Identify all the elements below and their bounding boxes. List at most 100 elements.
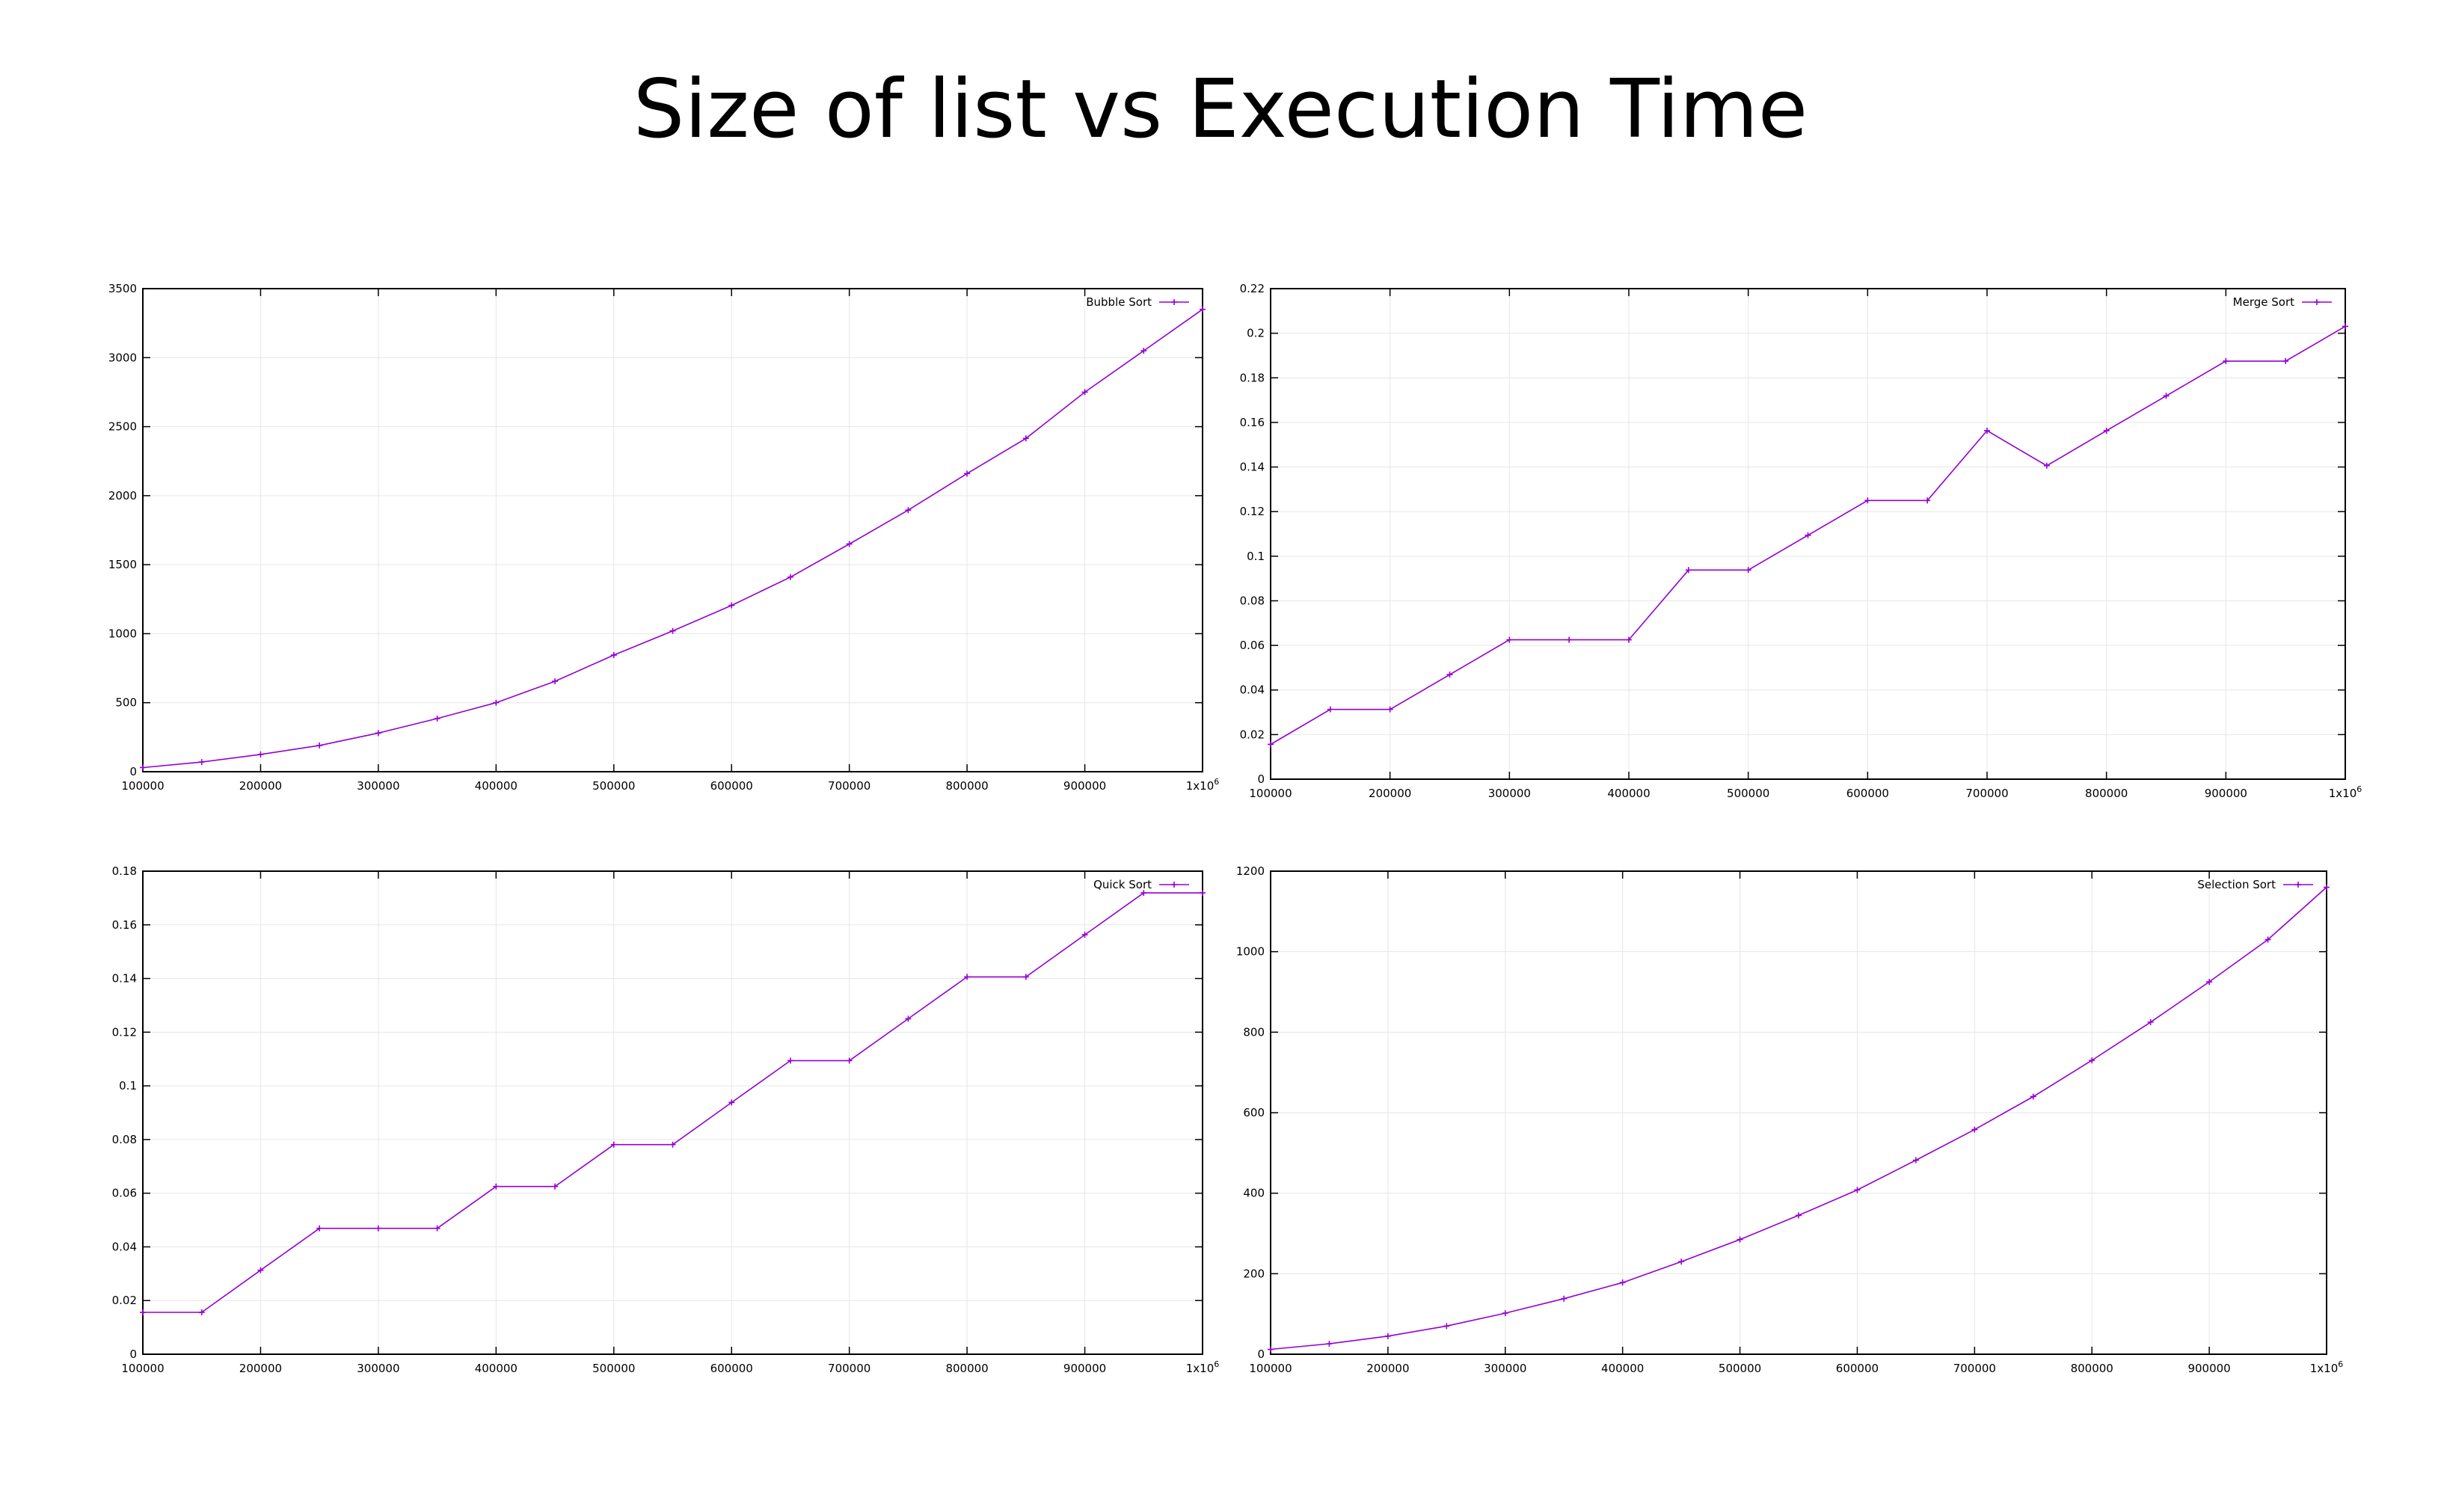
series-line (142, 309, 1203, 769)
series-line (1270, 886, 2327, 1350)
data-point (198, 759, 205, 766)
y-tick-label: 0.16 (1240, 416, 1265, 429)
data-point (905, 1015, 912, 1022)
x-tick-label: 900000 (2187, 1362, 2230, 1375)
x-tick-label: 100000 (1249, 1362, 1292, 1375)
x-tick-label: 200000 (239, 1362, 282, 1375)
x-tick-label: 800000 (945, 779, 988, 793)
x-tick-label: 600000 (1836, 1362, 1879, 1375)
data-point (1678, 1259, 1685, 1265)
data-point (493, 1183, 500, 1190)
data-point (257, 1267, 264, 1273)
figure-title: Size of list vs Execution Time (633, 63, 1808, 156)
chart-panel-1: 100000 200000 300000 400000 500000 600000 7000… (108, 282, 1219, 793)
data-point (728, 602, 735, 609)
y-tick-label: 0.02 (112, 1294, 137, 1307)
data-point (140, 1309, 146, 1316)
data-point (2342, 323, 2348, 330)
data-point (2265, 936, 2271, 943)
x-tick-label: 600000 (710, 1362, 753, 1375)
data-point (493, 699, 500, 706)
data-point (2282, 357, 2289, 364)
data-point (1081, 389, 1088, 396)
y-tick-label: 200 (1243, 1267, 1265, 1280)
data-point (1081, 932, 1088, 938)
chart-panel-4: 100000 200000 300000 400000 500000 600000 7000… (1236, 864, 2343, 1375)
data-point (1443, 1323, 1450, 1330)
chart-panel-3: 100000 200000 300000 400000 500000 600000 7000… (112, 864, 1220, 1375)
y-tick-label: 0.08 (112, 1133, 137, 1146)
y-tick-label: 0.1 (1247, 550, 1265, 563)
data-point (1140, 348, 1147, 354)
data-point (1561, 1295, 1568, 1302)
y-tick-label: 0 (1257, 1347, 1265, 1361)
plot-frame (1270, 870, 2327, 1355)
x-tick-label: 500000 (1719, 1362, 1761, 1375)
data-point (375, 1225, 381, 1232)
legend-marker (2295, 882, 2301, 888)
data-point (1796, 1212, 1802, 1219)
data-point (2030, 1093, 2036, 1100)
data-point (2089, 1057, 2095, 1064)
data-point (552, 678, 559, 685)
data-point (1912, 1157, 1919, 1164)
x-tick-label: 400000 (1601, 1362, 1644, 1375)
data-point (905, 507, 912, 514)
data-point (1384, 1333, 1391, 1339)
plot-frame (142, 288, 1203, 772)
x-tick-label: 900000 (1063, 1362, 1106, 1375)
y-tick-label: 0.18 (112, 864, 137, 878)
legend-marker (2314, 299, 2320, 305)
x-tick-label-last: 1x106 (1186, 777, 1220, 793)
y-tick-label: 0.08 (1240, 594, 1265, 607)
legend-marker (1171, 299, 1177, 305)
y-tick-label: 600 (1243, 1106, 1265, 1119)
y-tick-label: 500 (115, 696, 137, 710)
x-tick-label: 700000 (828, 779, 871, 793)
data-point (1506, 636, 1513, 643)
x-tick-label: 800000 (2071, 1362, 2113, 1375)
x-tick-label-last: 1x106 (2329, 784, 2362, 800)
x-tick-label: 500000 (592, 779, 635, 793)
data-point (787, 1057, 793, 1064)
data-point (1268, 1346, 1274, 1353)
legend-label: Quick Sort (1093, 878, 1152, 891)
y-tick-label: 800 (1243, 1025, 1265, 1039)
data-point (964, 470, 971, 477)
x-tick-label: 300000 (357, 779, 399, 793)
data-point (669, 627, 676, 634)
x-tick-label: 900000 (2205, 787, 2247, 800)
legend-marker (1171, 882, 1177, 888)
data-point (1805, 532, 1811, 538)
legend-label: Bubble Sort (1086, 295, 1152, 309)
x-tick-label: 300000 (1484, 1362, 1526, 1375)
data-point (1685, 567, 1692, 574)
data-point (1446, 672, 1453, 678)
x-tick-label-last: 1x106 (1186, 1359, 1220, 1375)
x-tick-label: 100000 (1249, 787, 1292, 800)
y-tick-label: 0.06 (112, 1187, 137, 1200)
y-tick-label: 400 (1243, 1187, 1265, 1200)
x-tick-label: 700000 (1965, 787, 2008, 800)
data-point (1327, 706, 1333, 713)
data-point (1924, 497, 1931, 504)
x-tick-label: 500000 (592, 1362, 635, 1375)
y-tick-label: 0.14 (112, 972, 137, 986)
y-tick-label: 0.18 (1240, 371, 1265, 384)
y-tick-label: 3000 (108, 351, 137, 364)
y-tick-label: 0.2 (1247, 327, 1265, 340)
x-tick-label: 300000 (1488, 787, 1531, 800)
y-tick-label: 0.04 (112, 1240, 137, 1253)
x-tick-label: 800000 (2085, 787, 2128, 800)
data-point (1626, 636, 1632, 643)
x-tick-label: 700000 (1953, 1362, 1996, 1375)
x-tick-label: 400000 (475, 1362, 518, 1375)
data-point (552, 1183, 559, 1190)
x-tick-label: 900000 (1063, 779, 1106, 793)
x-tick-label: 200000 (239, 779, 282, 793)
x-tick-label: 600000 (710, 779, 753, 793)
data-point (610, 652, 617, 659)
data-point (1502, 1310, 1508, 1317)
data-point (1268, 741, 1274, 748)
plot-frame (142, 870, 1203, 1355)
